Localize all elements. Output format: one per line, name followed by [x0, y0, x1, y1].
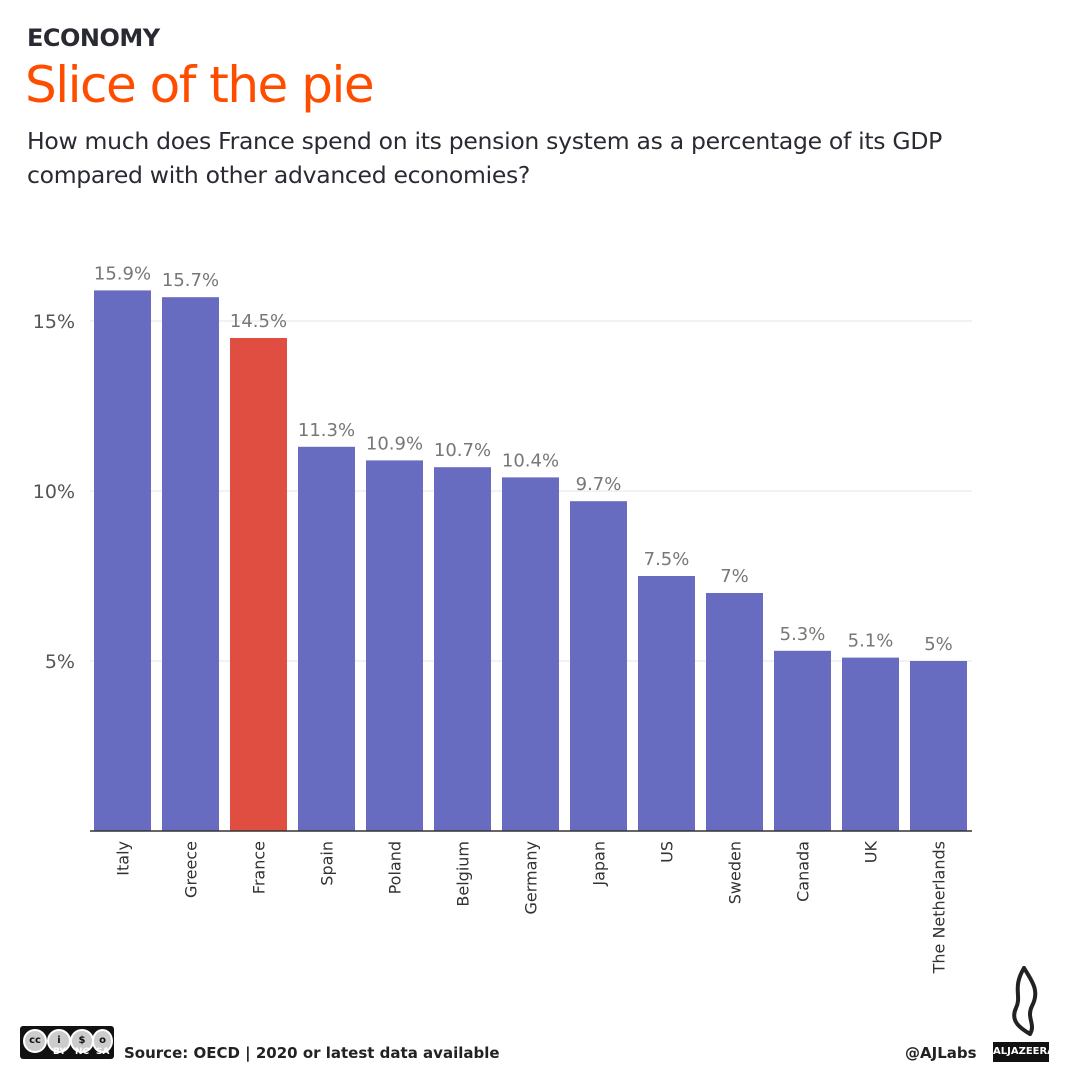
x-tick-label: UK [862, 840, 881, 863]
x-tick-label: The Netherlands [930, 841, 949, 974]
source-note: Source: OECD | 2020 or latest data avail… [124, 1044, 500, 1062]
sa-icon: o [92, 1029, 113, 1053]
data-label: 5% [924, 634, 953, 655]
bar-greece [162, 297, 219, 831]
data-label: 5.3% [780, 624, 826, 645]
x-tick-label: Canada [794, 841, 813, 902]
y-tick-label: 10% [33, 481, 75, 503]
bar-japan [570, 501, 627, 831]
bar-uk [842, 657, 899, 831]
kicker: ECONOMY [27, 24, 160, 52]
license-sa: SA [96, 1047, 110, 1057]
x-tick-label: Italy [114, 841, 133, 876]
al-jazeera-calligraphy-icon [1012, 966, 1038, 1036]
aj-labs-handle: @AJLabs [905, 1044, 977, 1062]
bar-spain [298, 446, 355, 831]
data-label: 15.9% [94, 263, 151, 284]
x-tick-label: Belgium [454, 841, 473, 907]
data-label: 7% [720, 566, 749, 587]
creative-commons-license-icon: cc i $ o BY NC SA [20, 1026, 114, 1059]
data-label: 11.3% [298, 420, 355, 441]
x-tick-label: US [658, 841, 677, 863]
y-tick-label: 5% [45, 651, 75, 673]
al-jazeera-logo: ALJAZEERA [993, 1042, 1055, 1062]
data-label: 10.4% [502, 450, 559, 471]
bar-sweden [706, 593, 763, 831]
data-label: 5.1% [848, 631, 894, 652]
cc-icon: cc [23, 1029, 47, 1053]
chart-title: Slice of the pie [25, 56, 375, 114]
bar-canada [774, 650, 831, 831]
x-tick-label: Sweden [726, 841, 745, 904]
y-tick-label: 15% [33, 311, 75, 333]
x-tick-label: France [250, 841, 269, 894]
data-label: 15.7% [162, 270, 219, 291]
bar-the-netherlands [910, 661, 967, 831]
license-by: BY [53, 1047, 66, 1057]
bar-italy [94, 290, 151, 831]
data-label: 10.9% [366, 433, 423, 454]
bar-us [638, 576, 695, 831]
bar-poland [366, 460, 423, 831]
bar-france [230, 338, 287, 831]
data-label: 9.7% [576, 474, 622, 495]
bar-germany [502, 477, 559, 831]
bar-belgium [434, 467, 491, 831]
x-tick-label: Germany [522, 841, 541, 915]
x-tick-label: Poland [386, 841, 405, 894]
data-label: 7.5% [644, 549, 690, 570]
chart-subtitle: How much does France spend on its pensio… [27, 127, 942, 189]
data-label: 10.7% [434, 440, 491, 461]
data-label: 14.5% [230, 311, 287, 332]
x-tick-label: Greece [182, 841, 201, 898]
x-tick-label: Spain [318, 841, 337, 886]
license-nc: NC [75, 1047, 90, 1057]
x-tick-label: Japan [590, 841, 609, 887]
